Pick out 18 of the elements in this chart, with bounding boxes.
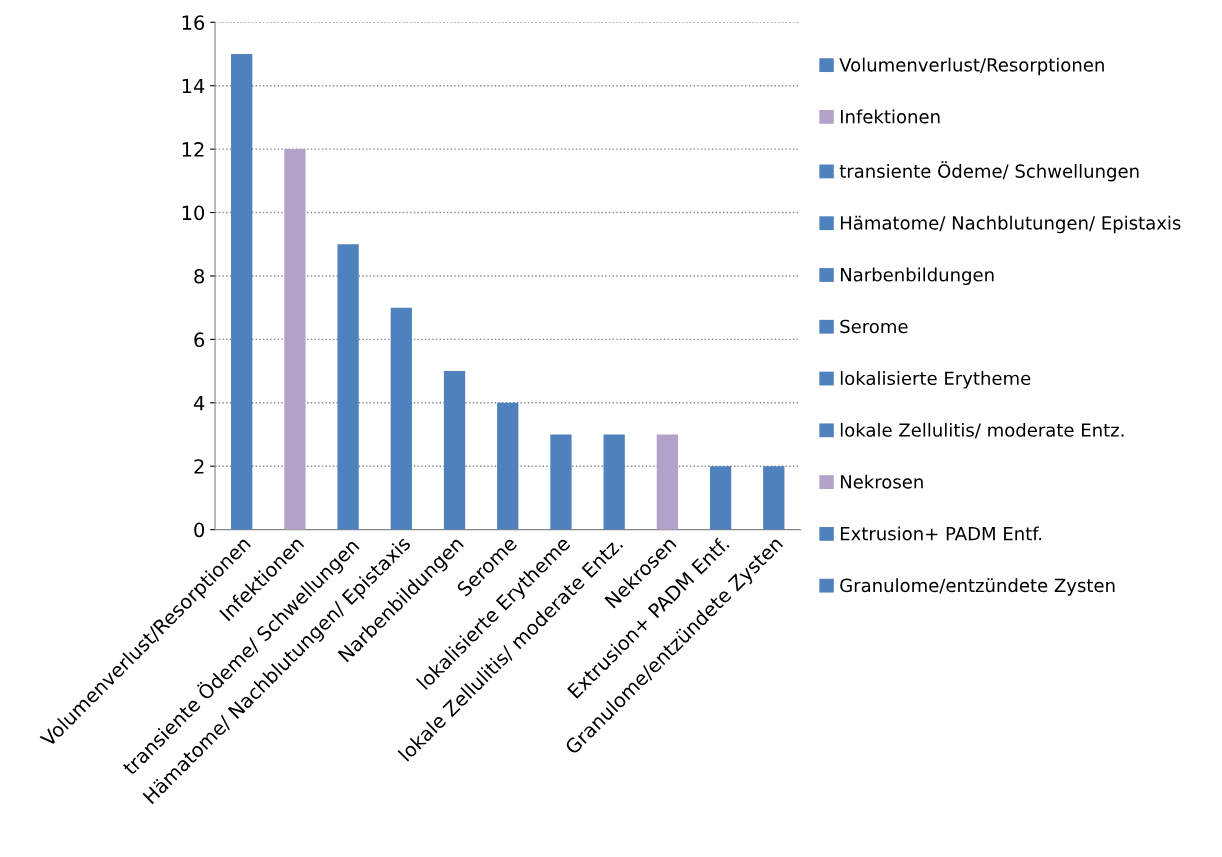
legend-label: Nekrosen (840, 474, 923, 489)
y-tick-label: 16 (182, 15, 205, 30)
y-tick-label: 8 (194, 268, 205, 284)
y-tick-label: 6 (194, 332, 205, 348)
y-tick-label: 2 (194, 459, 204, 474)
y-tick-label: 12 (182, 142, 204, 157)
y-tick-label: 0 (194, 522, 205, 538)
legend-label: Volumenverlust/Resorptionen (839, 57, 1104, 76)
legend-label: Hämatome/ Nachblutungen/ Epistaxis (840, 215, 1181, 234)
legend-label: Serome (840, 319, 908, 334)
y-tick-label: 10 (182, 205, 205, 221)
legend-label: lokale Zellulitis/ moderate Entz. (840, 422, 1124, 439)
legend-label: lokalisierte Erytheme (840, 371, 1031, 389)
y-tick-label: 14 (182, 78, 205, 94)
legend-label: Infektionen (840, 109, 940, 124)
y-tick-label: 4 (193, 396, 205, 411)
legend-label: Narbenbildungen (840, 267, 994, 286)
legend-label: transiente Ödeme/ Schwellungen (839, 161, 1139, 182)
